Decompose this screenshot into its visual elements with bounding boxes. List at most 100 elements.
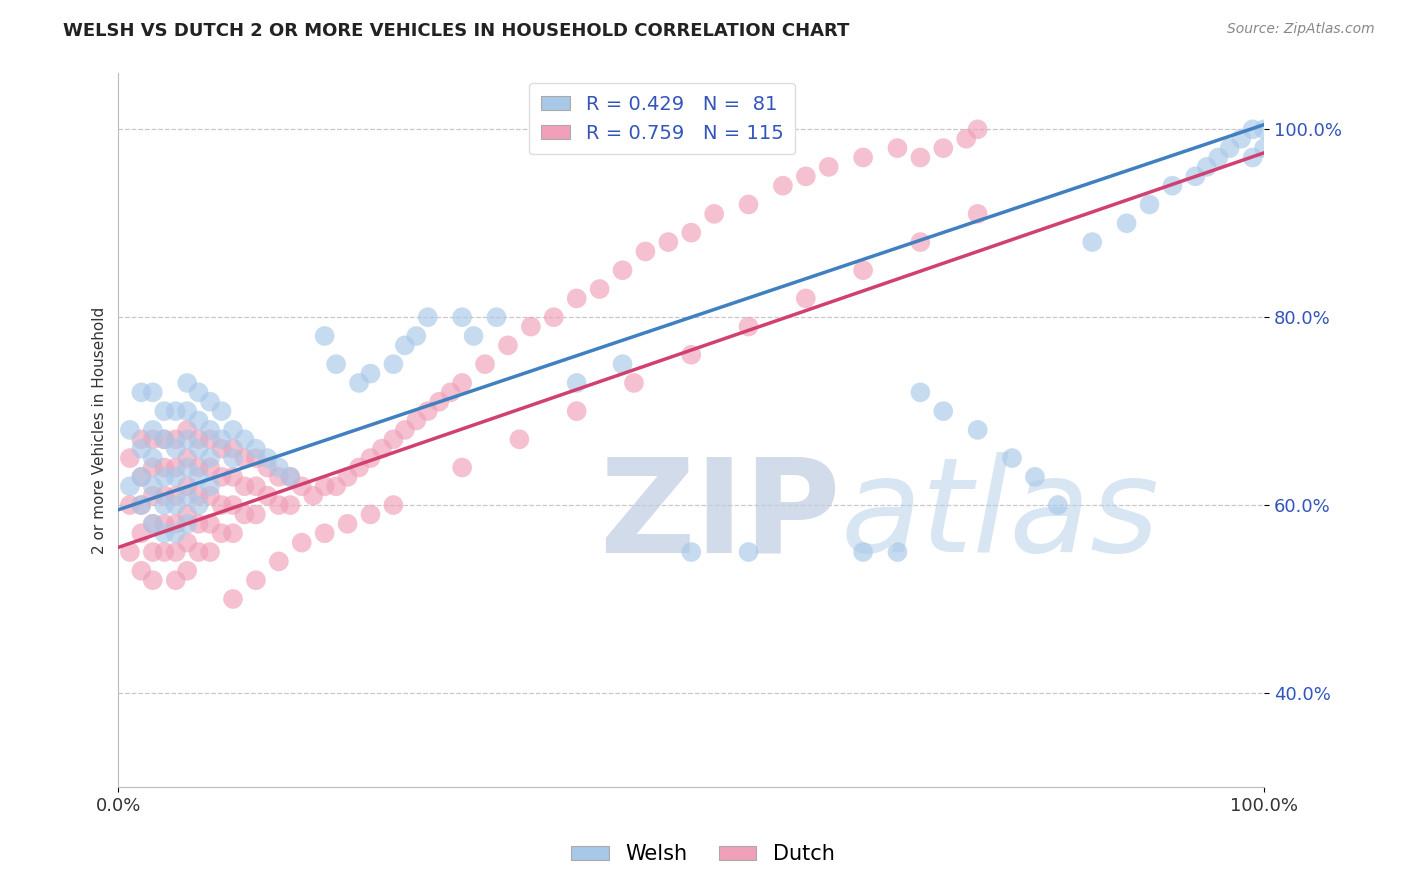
Point: [291, 535, 314, 549]
Point: [165, 404, 187, 418]
Point: [394, 423, 416, 437]
Point: [211, 442, 233, 456]
Point: [142, 479, 165, 493]
Point: [176, 516, 198, 531]
Point: [198, 489, 221, 503]
Point: [142, 451, 165, 466]
Point: [565, 376, 588, 390]
Point: [1161, 178, 1184, 193]
Point: [211, 498, 233, 512]
Point: [634, 244, 657, 259]
Point: [463, 329, 485, 343]
Point: [165, 432, 187, 446]
Point: [932, 141, 955, 155]
Point: [198, 516, 221, 531]
Point: [131, 442, 153, 456]
Point: [681, 348, 703, 362]
Text: atlas: atlas: [841, 452, 1159, 579]
Point: [451, 310, 474, 325]
Point: [131, 385, 153, 400]
Point: [794, 169, 817, 184]
Point: [211, 404, 233, 418]
Point: [681, 226, 703, 240]
Point: [142, 489, 165, 503]
Point: [233, 451, 256, 466]
Point: [165, 526, 187, 541]
Point: [416, 310, 439, 325]
Point: [142, 573, 165, 587]
Point: [1253, 141, 1275, 155]
Point: [153, 460, 176, 475]
Point: [187, 489, 209, 503]
Point: [245, 451, 267, 466]
Point: [198, 479, 221, 493]
Point: [165, 460, 187, 475]
Point: [966, 207, 988, 221]
Point: [131, 470, 153, 484]
Point: [612, 263, 634, 277]
Point: [267, 470, 290, 484]
Point: [1139, 197, 1161, 211]
Point: [278, 470, 301, 484]
Point: [245, 573, 267, 587]
Point: [153, 516, 176, 531]
Text: ZIP: ZIP: [599, 452, 841, 579]
Point: [165, 470, 187, 484]
Point: [118, 451, 141, 466]
Legend: R = 0.429   N =  81, R = 0.759   N = 115: R = 0.429 N = 81, R = 0.759 N = 115: [529, 84, 794, 154]
Point: [187, 442, 209, 456]
Point: [187, 413, 209, 427]
Point: [382, 357, 405, 371]
Point: [256, 489, 278, 503]
Point: [1219, 141, 1241, 155]
Point: [176, 460, 198, 475]
Point: [187, 470, 209, 484]
Point: [336, 470, 359, 484]
Point: [118, 498, 141, 512]
Point: [314, 479, 336, 493]
Point: [222, 470, 245, 484]
Point: [371, 442, 394, 456]
Point: [565, 292, 588, 306]
Point: [910, 151, 932, 165]
Point: [222, 451, 245, 466]
Point: [165, 442, 187, 456]
Point: [772, 178, 794, 193]
Point: [852, 151, 875, 165]
Point: [474, 357, 496, 371]
Point: [382, 432, 405, 446]
Point: [737, 319, 759, 334]
Point: [142, 545, 165, 559]
Point: [451, 460, 474, 475]
Point: [359, 508, 381, 522]
Point: [737, 197, 759, 211]
Point: [176, 423, 198, 437]
Point: [131, 526, 153, 541]
Point: [359, 367, 381, 381]
Point: [222, 526, 245, 541]
Point: [955, 132, 977, 146]
Point: [886, 141, 908, 155]
Point: [681, 545, 703, 559]
Point: [588, 282, 610, 296]
Point: [153, 404, 176, 418]
Point: [222, 442, 245, 456]
Point: [176, 404, 198, 418]
Point: [1241, 151, 1264, 165]
Point: [817, 160, 839, 174]
Point: [1253, 122, 1275, 136]
Point: [118, 545, 141, 559]
Point: [1115, 216, 1137, 230]
Point: [198, 423, 221, 437]
Point: [153, 470, 176, 484]
Point: [416, 404, 439, 418]
Point: [508, 432, 530, 446]
Point: [245, 442, 267, 456]
Point: [910, 235, 932, 249]
Point: [405, 413, 427, 427]
Point: [325, 357, 347, 371]
Point: [394, 338, 416, 352]
Point: [314, 526, 336, 541]
Point: [118, 423, 141, 437]
Point: [347, 376, 370, 390]
